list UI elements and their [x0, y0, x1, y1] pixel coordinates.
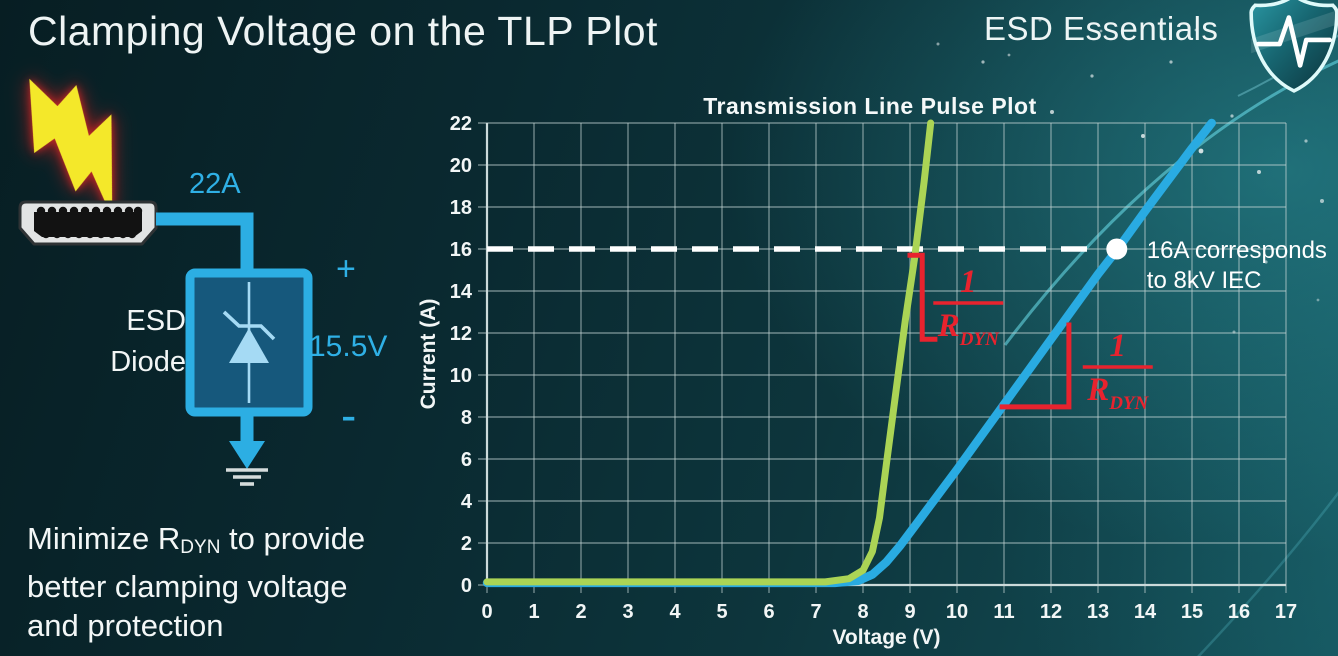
svg-text:17: 17 — [1275, 601, 1297, 623]
svg-text:14: 14 — [450, 281, 473, 303]
svg-text:8: 8 — [461, 407, 472, 429]
svg-text:10: 10 — [946, 601, 968, 623]
takeaway-note: Minimize RDYN to provide better clamping… — [27, 519, 365, 645]
note-line1: Minimize RDYN to provide — [27, 521, 366, 559]
ground-icon — [226, 468, 268, 486]
svg-text:20: 20 — [450, 155, 472, 177]
chart-title: Transmission Line Pulse Plot — [703, 93, 1037, 119]
green-tlp-curve — [483, 119, 935, 586]
marker-dot-16A — [1106, 238, 1128, 260]
svg-text:14: 14 — [1134, 601, 1157, 623]
svg-text:15: 15 — [1181, 601, 1203, 623]
note-line2: better clamping voltage — [27, 569, 348, 605]
svg-text:2: 2 — [461, 533, 472, 555]
y-axis-label: Current (A) — [417, 299, 440, 410]
lightning-icon — [29, 78, 113, 219]
svg-text:18: 18 — [450, 197, 472, 219]
svg-text:1: 1 — [960, 264, 977, 300]
marker-label-line2: to 8kV IEC — [1147, 267, 1262, 294]
esd-diode-label-line1: ESD — [126, 305, 186, 337]
svg-text:11: 11 — [993, 601, 1014, 623]
rdyn-annotation-1: 1 RDYN — [907, 252, 1004, 350]
svg-text:6: 6 — [461, 449, 472, 471]
esd-diode-label-line2: Diode — [110, 346, 186, 378]
brand-label: ESD Essentials — [984, 10, 1219, 47]
svg-text:RDYN: RDYN — [937, 308, 1000, 350]
swoosh-line — [1003, 59, 1338, 346]
svg-text:5: 5 — [716, 601, 727, 623]
svg-text:16: 16 — [1228, 601, 1250, 623]
pulse-icon — [1256, 15, 1332, 68]
svg-text:3: 3 — [622, 601, 633, 623]
ground-arrow — [229, 412, 265, 469]
svg-text:0: 0 — [481, 601, 492, 623]
svg-text:12: 12 — [450, 323, 472, 345]
axes — [485, 123, 1286, 587]
rdyn-annotation-2: 1 RDYN — [999, 322, 1153, 414]
svg-text:4: 4 — [461, 491, 473, 513]
minus-label: - — [341, 389, 357, 441]
svg-text:0: 0 — [461, 575, 472, 597]
esd-diode-label: ESD Diode — [58, 301, 186, 383]
page-title: Clamping Voltage on the TLP Plot — [28, 8, 658, 54]
blue-tlp-curve — [482, 118, 1216, 588]
svg-text:1: 1 — [1109, 328, 1126, 364]
plus-label: + — [336, 250, 356, 288]
marker-label-line1: 16A corresponds — [1147, 237, 1327, 264]
svg-text:2: 2 — [575, 601, 586, 623]
esd-diode-box — [185, 268, 313, 417]
svg-text:12: 12 — [1040, 601, 1062, 623]
clamp-voltage-label: 15.5V — [309, 330, 388, 363]
svg-text:16: 16 — [450, 239, 472, 261]
svg-text:22: 22 — [450, 113, 472, 135]
svg-text:7: 7 — [810, 601, 821, 623]
svg-text:8: 8 — [857, 601, 868, 623]
surge-wire — [156, 212, 254, 278]
gridlines — [478, 122, 1287, 593]
swoosh-line — [1197, 491, 1338, 656]
shield-logo-icon — [1249, 0, 1338, 93]
svg-text:4: 4 — [669, 601, 681, 623]
zener-diode-icon — [222, 282, 276, 403]
svg-text:10: 10 — [450, 365, 472, 387]
svg-text:RDYN: RDYN — [1086, 372, 1149, 414]
surge-current-label: 22A — [189, 168, 241, 200]
svg-text:13: 13 — [1087, 601, 1109, 623]
svg-text:1: 1 — [528, 601, 539, 623]
svg-text:6: 6 — [763, 601, 774, 623]
hdmi-connector-icon — [18, 200, 158, 246]
tick-labels: 0 1 2 3 4 5 6 7 8 9 10 11 12 13 14 15 16 1702468101214161… — [450, 113, 1297, 623]
note-line3: and protection — [27, 608, 224, 644]
svg-text:9: 9 — [904, 601, 915, 623]
x-axis-label: Voltage (V) — [832, 626, 940, 649]
